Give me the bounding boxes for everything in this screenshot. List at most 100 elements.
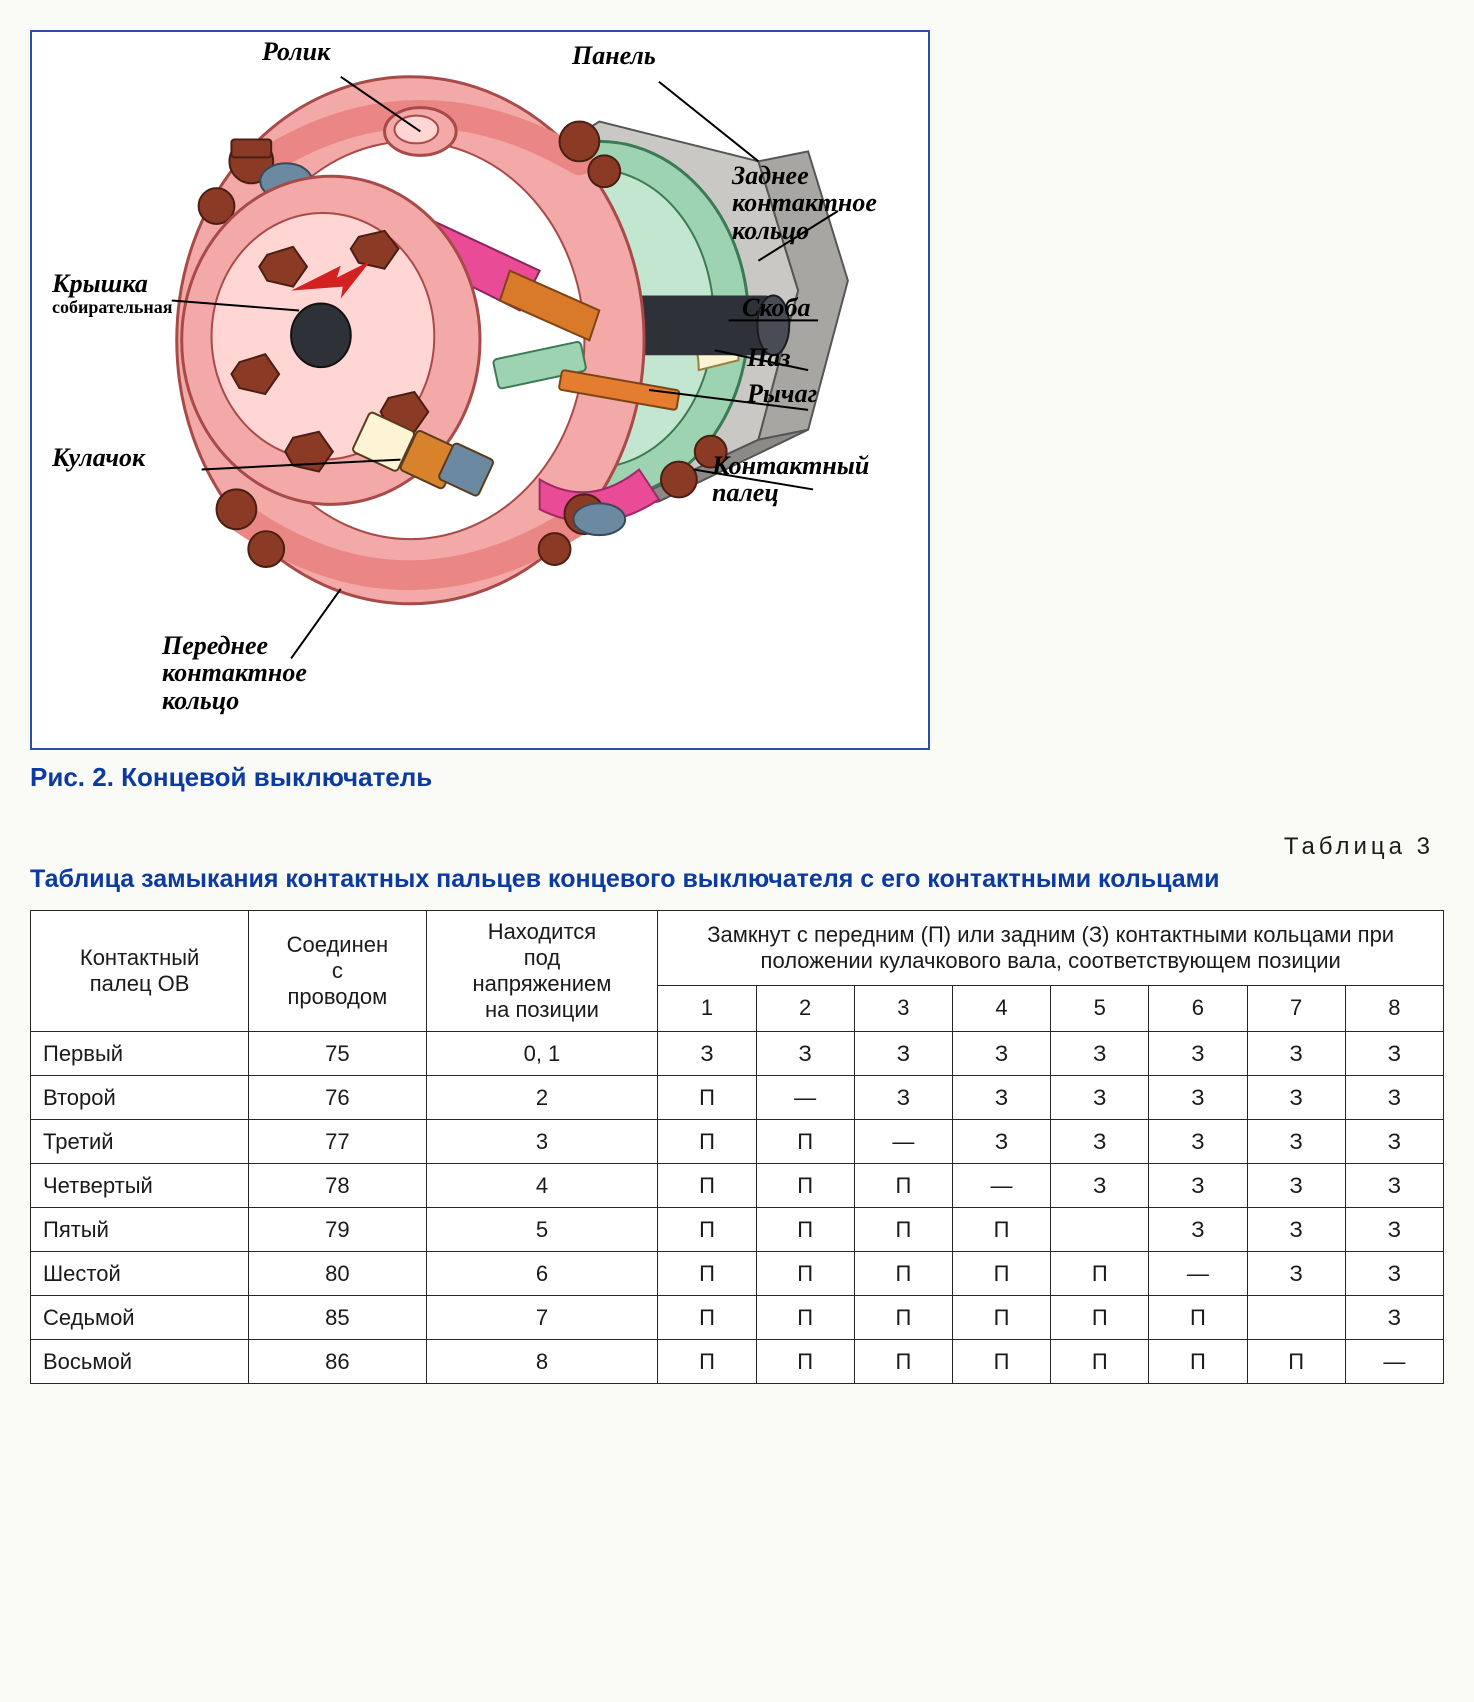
cell-state: З: [1149, 1120, 1247, 1164]
cell-state: П: [1051, 1296, 1149, 1340]
label-perednee: Переднее контактное кольцо: [162, 632, 307, 714]
cell-state: З: [1247, 1032, 1345, 1076]
hdr-pos-1: 1: [658, 985, 756, 1031]
cell-state: П: [1149, 1296, 1247, 1340]
cell-wire: 76: [249, 1076, 426, 1120]
cell-state: П: [1051, 1252, 1149, 1296]
cell-position: 4: [426, 1164, 658, 1208]
cell-wire: 86: [249, 1340, 426, 1384]
hdr-col3: Находится под напряжением на позиции: [426, 911, 658, 1032]
cell-state: —: [1345, 1340, 1443, 1384]
table-row: Первый750, 1ЗЗЗЗЗЗЗЗ: [31, 1032, 1444, 1076]
cell-state: З: [1149, 1076, 1247, 1120]
cell-state: З: [1149, 1032, 1247, 1076]
cell-position: 7: [426, 1296, 658, 1340]
cell-state: П: [952, 1208, 1050, 1252]
label-skoba: Скоба: [742, 294, 811, 321]
cell-state: З: [1345, 1120, 1443, 1164]
label-rolik: Ролик: [262, 38, 330, 65]
cell-state: П: [756, 1208, 854, 1252]
cell-position: 2: [426, 1076, 658, 1120]
cell-state: —: [756, 1076, 854, 1120]
table-title: Таблица замыкания контактных пальцев кон…: [30, 865, 1444, 894]
cell-state: З: [1345, 1032, 1443, 1076]
cell-state: П: [1051, 1340, 1149, 1384]
cell-state: З: [1345, 1252, 1443, 1296]
label-kontaktnyy-palets: Контактный палец: [712, 452, 869, 507]
cell-state: П: [756, 1340, 854, 1384]
figure-caption: Рис. 2. Концевой выключатель: [30, 762, 1444, 793]
cell-state: З: [1051, 1164, 1149, 1208]
cell-state: З: [952, 1076, 1050, 1120]
cell-state: П: [952, 1296, 1050, 1340]
cell-state: П: [658, 1340, 756, 1384]
cell-state: [1247, 1296, 1345, 1340]
hdr-col1: Контактный палец ОВ: [31, 911, 249, 1032]
cell-state: П: [952, 1252, 1050, 1296]
cell-wire: 75: [249, 1032, 426, 1076]
cell-state: З: [952, 1032, 1050, 1076]
cell-state: П: [854, 1340, 952, 1384]
cell-state: З: [1247, 1252, 1345, 1296]
table-row: Пятый795ППППЗЗЗ: [31, 1208, 1444, 1252]
cell-name: Восьмой: [31, 1340, 249, 1384]
cell-name: Четвертый: [31, 1164, 249, 1208]
cell-state: П: [854, 1208, 952, 1252]
contacts-table: Контактный палец ОВ Соединен с проводом …: [30, 910, 1444, 1384]
cell-state: П: [658, 1076, 756, 1120]
cell-wire: 78: [249, 1164, 426, 1208]
label-paz: Паз: [747, 344, 790, 371]
label-sobiratelnaya: собирательная: [52, 298, 172, 317]
cell-state: П: [658, 1164, 756, 1208]
cell-state: —: [952, 1164, 1050, 1208]
cell-state: З: [854, 1032, 952, 1076]
cell-position: 6: [426, 1252, 658, 1296]
cell-state: П: [658, 1252, 756, 1296]
table-row: Шестой806ППППП—ЗЗ: [31, 1252, 1444, 1296]
cell-state: П: [854, 1296, 952, 1340]
cell-state: З: [1247, 1120, 1345, 1164]
cell-state: [1051, 1208, 1149, 1252]
figure-limit-switch: Ролик Панель Заднее контактное кольцо Кр…: [30, 30, 930, 750]
cell-position: 8: [426, 1340, 658, 1384]
label-zadnee: Заднее контактное кольцо: [732, 162, 877, 244]
cell-position: 3: [426, 1120, 658, 1164]
cell-wire: 79: [249, 1208, 426, 1252]
cell-state: П: [658, 1296, 756, 1340]
cell-state: З: [1149, 1208, 1247, 1252]
cell-state: П: [1149, 1340, 1247, 1384]
cell-state: П: [854, 1164, 952, 1208]
cell-state: П: [756, 1120, 854, 1164]
hdr-pos-7: 7: [1247, 985, 1345, 1031]
table-row: Седьмой857ППППППЗ: [31, 1296, 1444, 1340]
cell-state: З: [1051, 1032, 1149, 1076]
cell-name: Третий: [31, 1120, 249, 1164]
hdr-col2: Соединен с проводом: [249, 911, 426, 1032]
table-row: Третий773ПП—ЗЗЗЗЗ: [31, 1120, 1444, 1164]
hdr-pos-2: 2: [756, 985, 854, 1031]
cell-state: З: [1345, 1208, 1443, 1252]
table-row: Второй762П—ЗЗЗЗЗЗ: [31, 1076, 1444, 1120]
cell-state: П: [756, 1252, 854, 1296]
cell-wire: 85: [249, 1296, 426, 1340]
cell-state: П: [658, 1120, 756, 1164]
label-panel: Панель: [572, 42, 656, 69]
cell-wire: 77: [249, 1120, 426, 1164]
cell-state: З: [1149, 1164, 1247, 1208]
cell-state: П: [854, 1252, 952, 1296]
cell-name: Первый: [31, 1032, 249, 1076]
cell-state: П: [756, 1296, 854, 1340]
cell-state: З: [658, 1032, 756, 1076]
table-row: Восьмой868ППППППП—: [31, 1340, 1444, 1384]
cell-state: —: [854, 1120, 952, 1164]
cell-state: З: [1051, 1076, 1149, 1120]
table-number: Таблица 3: [30, 833, 1444, 861]
cell-name: Шестой: [31, 1252, 249, 1296]
hdr-pos-4: 4: [952, 985, 1050, 1031]
cell-state: З: [1247, 1164, 1345, 1208]
cell-position: 5: [426, 1208, 658, 1252]
cell-state: З: [1051, 1120, 1149, 1164]
cell-name: Пятый: [31, 1208, 249, 1252]
cell-wire: 80: [249, 1252, 426, 1296]
cell-state: З: [1345, 1164, 1443, 1208]
